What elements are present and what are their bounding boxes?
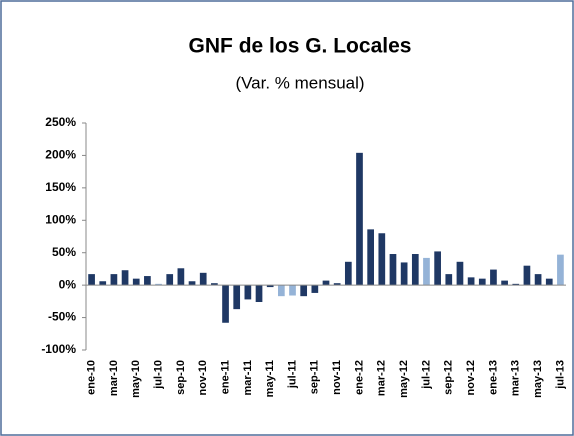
chart-subtitle: (Var. % mensual) bbox=[235, 73, 364, 92]
bar bbox=[501, 280, 508, 286]
bar bbox=[378, 233, 386, 286]
x-tick-label: mar-13 bbox=[510, 360, 522, 396]
bar bbox=[423, 257, 430, 286]
bar bbox=[155, 283, 162, 286]
bar bbox=[445, 274, 453, 286]
y-tick-label: 150% bbox=[45, 180, 76, 194]
bar bbox=[255, 285, 263, 303]
bar bbox=[356, 152, 363, 286]
bar bbox=[222, 285, 229, 323]
y-tick-label: 100% bbox=[45, 212, 76, 226]
bar bbox=[333, 283, 341, 286]
chart-title: GNF de los G. Locales bbox=[189, 35, 412, 58]
bar bbox=[199, 272, 207, 286]
bar bbox=[434, 251, 441, 286]
bar bbox=[389, 254, 397, 286]
x-tick-label: ene-11 bbox=[219, 360, 231, 394]
bar bbox=[400, 262, 408, 286]
y-tick-label: -100% bbox=[41, 342, 76, 356]
x-tick-label: mar-12 bbox=[376, 360, 388, 396]
bar bbox=[132, 278, 140, 286]
bar bbox=[311, 285, 319, 293]
bar bbox=[211, 283, 218, 286]
x-tick-label: jul-12 bbox=[420, 360, 432, 390]
x-tick-label: mar-11 bbox=[242, 360, 254, 395]
x-tick-label: may-11 bbox=[264, 360, 276, 397]
x-tick-label: may-13 bbox=[532, 360, 544, 398]
bar bbox=[557, 254, 564, 286]
bar bbox=[344, 261, 352, 286]
bar bbox=[478, 278, 486, 286]
x-tick-label: sep-10 bbox=[175, 360, 187, 395]
bar bbox=[545, 278, 553, 286]
x-tick-label: jul-11 bbox=[286, 360, 298, 389]
bar bbox=[177, 268, 185, 286]
x-tick-label: ene-10 bbox=[85, 360, 97, 395]
y-tick-label: 250% bbox=[45, 115, 76, 129]
bar bbox=[278, 285, 285, 297]
bar bbox=[244, 285, 252, 300]
bar bbox=[456, 261, 464, 286]
bar bbox=[534, 274, 542, 286]
x-tick-label: ene-12 bbox=[353, 360, 365, 395]
bar bbox=[266, 285, 274, 288]
bar bbox=[166, 274, 174, 286]
bar bbox=[367, 229, 374, 286]
bar bbox=[110, 274, 118, 286]
bar bbox=[233, 285, 241, 310]
y-tick-label: 0% bbox=[59, 277, 77, 291]
x-tick-label: nov-11 bbox=[331, 360, 343, 395]
bar bbox=[467, 277, 475, 286]
x-tick-label: jul-10 bbox=[152, 360, 164, 390]
x-tick-label: may-10 bbox=[130, 360, 142, 398]
x-tick-label: mar-10 bbox=[108, 360, 120, 396]
x-tick-label: nov-12 bbox=[465, 360, 477, 395]
bar bbox=[300, 285, 308, 297]
bar bbox=[188, 281, 196, 286]
x-tick-label: ene-13 bbox=[487, 360, 499, 395]
y-tick-label: -50% bbox=[48, 310, 76, 324]
bar bbox=[411, 254, 419, 286]
bar bbox=[289, 285, 296, 296]
x-tick-label: jul-13 bbox=[554, 360, 566, 390]
x-tick-label: nov-10 bbox=[197, 360, 209, 395]
bar bbox=[322, 280, 330, 286]
bar bbox=[99, 281, 107, 286]
y-tick-label: 50% bbox=[52, 245, 76, 259]
bar bbox=[144, 276, 151, 286]
bar bbox=[88, 274, 95, 286]
bar bbox=[490, 269, 497, 286]
y-tick-label: 200% bbox=[45, 148, 76, 162]
bar bbox=[512, 283, 520, 286]
bar bbox=[121, 270, 129, 286]
bar bbox=[523, 265, 531, 286]
x-tick-label: sep-11 bbox=[309, 360, 321, 394]
x-tick-label: sep-12 bbox=[443, 360, 455, 395]
x-tick-label: may-12 bbox=[398, 360, 410, 398]
